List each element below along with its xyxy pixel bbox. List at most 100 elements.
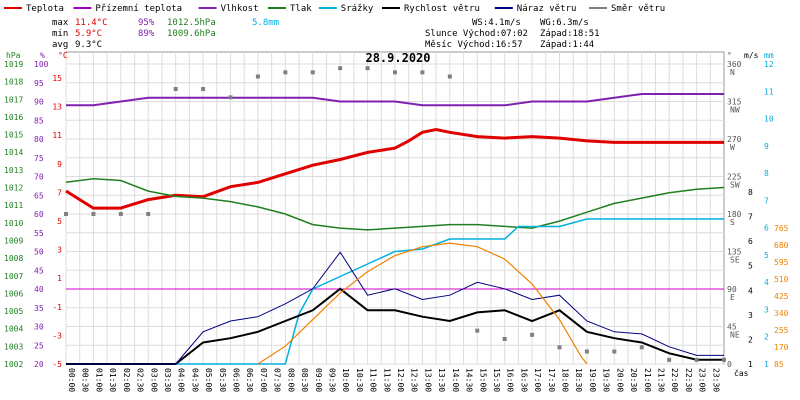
axis-hpa-tick: 1009 [4,236,23,245]
axis-hpa-tick: 1008 [4,254,23,263]
axis-hpa-tick: 1002 [4,360,23,369]
wind-direction-point [558,345,562,349]
axis-sun-tick: 255 [774,326,789,335]
stat-max-rain: 5.8mm [252,18,279,28]
axis-mm-tick: 1 [764,360,769,369]
wind-ws: WS:4.1m/s [472,18,521,28]
stat-max-press: 1012.5hPa [167,18,216,28]
axis-time-tick: 14:30 [465,368,474,392]
axis-pct-tick: 35 [34,304,44,313]
axis-time-tick: 11:00 [369,368,378,392]
axis-dir-label: SE [730,256,740,265]
axis-time-tick: 02:30 [136,368,145,392]
legend-label: Vlhkost [221,4,259,14]
axis-hpa-tick: 1017 [4,95,23,104]
axis-time-tick: 21:00 [643,368,652,392]
axis-ms-tick: 6 [748,237,753,246]
axis-pct-tick: 30 [34,323,44,332]
wind-direction-point [283,70,287,74]
axis-pct-tick: 50 [34,248,44,257]
axis-time-tick: 17:30 [547,368,556,392]
axis-time-tick: 10:00 [341,368,350,392]
axis-hpa-tick: 1011 [4,201,23,210]
axis-hpa-unit: hPa [6,51,21,60]
sun-rise: Slunce Východ:07:02 [425,29,528,39]
axis-pct-tick: 90 [34,98,44,107]
wind-direction-point [119,212,123,216]
moon-set: Západ:1:44 [540,40,594,50]
wind-direction-point [448,75,452,79]
axis-time-tick: 05:30 [218,368,227,392]
axis-time-tick: 16:30 [519,368,528,392]
axis-mm-tick: 10 [764,115,774,124]
axis-degc-tick: -5 [52,360,62,369]
axis-mm-tick: 6 [764,224,769,233]
axis-time-tick: 09:00 [314,368,323,392]
axis-ms-unit: m/s [744,51,759,60]
stat-max-label: max [52,18,69,28]
axis-hpa-tick: 1013 [4,166,23,175]
axis-pct-unit: % [40,51,45,60]
axis-sun-tick: 340 [774,309,789,318]
axis-hpa-tick: 1019 [4,60,23,69]
legend-label: Náraz větru [517,4,577,14]
axis-dir-label: N [730,68,735,77]
stat-min-label: min [52,29,68,39]
axis-time-tick: 12:30 [410,368,419,392]
axis-mm-tick: 3 [764,305,769,314]
axis-time-tick: 10:30 [355,368,364,392]
weather-chart: 1019101810171016101510141013101210111010… [0,0,800,400]
axis-pct-tick: 20 [34,360,44,369]
axis-degc-tick: 13 [52,103,62,112]
wind-direction-point [366,66,370,70]
wind-direction-point [612,350,616,354]
stat-min-temp: 5.9°C [75,29,102,39]
axis-pct-tick: 65 [34,191,44,200]
axis-degc-tick: 15 [52,74,62,83]
axis-hpa-tick: 1016 [4,113,23,122]
wind-direction-point [311,70,315,74]
axis-mm-tick: 9 [764,142,769,151]
axis-hpa-tick: 1005 [4,307,23,316]
axis-ms-tick: 1 [748,360,753,369]
axis-hpa-tick: 1006 [4,289,23,298]
axis-time-tick: 00:30 [81,368,90,392]
legend-label: Směr větru [611,4,665,14]
axis-pct-tick: 45 [34,266,44,275]
axis-time-tick: 06:00 [232,368,241,392]
axis-time-tick: 01:00 [94,368,103,392]
axis-ms-tick: 8 [748,188,753,197]
axis-time-tick: 18:30 [574,368,583,392]
axis-pct-tick: 60 [34,210,44,219]
axis-degc-tick: 11 [52,131,62,140]
axis-sun-tick: 510 [774,275,789,284]
axis-hpa-tick: 1014 [4,148,23,157]
wind-direction-point [667,358,671,362]
axis-ms-tick: 3 [748,311,753,320]
axis-time-tick: 06:30 [245,368,254,392]
axis-degc-tick: 7 [57,188,62,197]
legend-label: Přízemní teplota [95,4,182,14]
axis-time-tick: 08:30 [300,368,309,392]
axis-pct-tick: 55 [34,229,44,238]
wind-direction-point [201,87,205,91]
stat-avg-label: avg [52,40,68,50]
moon-rise: Měsíc Východ:16:57 [425,40,523,50]
axis-time-tick: 14:00 [451,368,460,392]
axis-time-tick: 16:00 [506,368,515,392]
axis-deg-unit: ° [727,51,732,60]
axis-time-tick: 08:00 [286,368,295,392]
axis-mm-tick: 7 [764,196,769,205]
axis-degc-tick: 5 [57,217,62,226]
axis-dir-label: E [730,293,735,302]
axis-hpa-tick: 1007 [4,272,23,281]
stat-max-temp: 11.4°C [75,18,108,28]
axis-time-tick: 19:00 [588,368,597,392]
wind-direction-point [530,333,534,337]
stat-max-hum: 95% [138,18,155,28]
axis-mm-unit: mm [764,51,774,60]
axis-time-tick: 22:00 [670,368,679,392]
axis-hpa-tick: 1003 [4,342,23,351]
chart-date-title: 28.9.2020 [365,51,430,65]
wind-direction-point [91,212,95,216]
